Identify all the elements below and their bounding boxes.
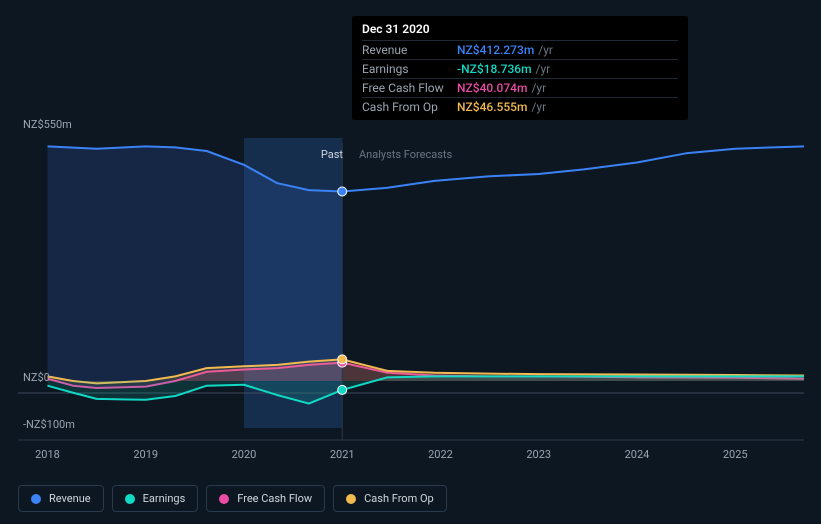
- y-axis-label: -NZ$100m: [23, 418, 75, 431]
- tooltip-suffix: /yr: [536, 62, 551, 76]
- tooltip-metric: Revenue: [362, 43, 457, 57]
- legend-item-cfo[interactable]: Cash From Op: [333, 485, 447, 512]
- tooltip-value: -NZ$18.736m: [457, 62, 532, 76]
- x-axis-label: 2023: [526, 448, 551, 461]
- legend-swatch: [219, 494, 229, 504]
- tooltip-suffix: /yr: [531, 100, 546, 114]
- y-axis-label: NZ$0: [23, 371, 50, 384]
- tooltip-row: Cash From OpNZ$46.555m/yr: [362, 97, 678, 116]
- chart-tooltip: Dec 31 2020 RevenueNZ$412.273m/yrEarning…: [352, 16, 688, 120]
- legend-swatch: [125, 494, 135, 504]
- x-axis-label: 2018: [35, 448, 60, 461]
- tooltip-value: NZ$412.273m: [457, 43, 534, 57]
- tooltip-suffix: /yr: [538, 43, 553, 57]
- tooltip-value: NZ$40.074m: [457, 81, 527, 95]
- x-axis-label: 2020: [232, 448, 257, 461]
- x-axis-label: 2022: [428, 448, 453, 461]
- x-axis-label: 2025: [723, 448, 748, 461]
- tooltip-date: Dec 31 2020: [362, 22, 678, 40]
- tooltip-metric: Earnings: [362, 62, 457, 76]
- marker-earnings: [338, 386, 346, 394]
- forecast-label: Analysts Forecasts: [359, 148, 452, 161]
- tooltip-suffix: /yr: [531, 81, 546, 95]
- x-axis-label: 2021: [330, 448, 355, 461]
- legend-label: Free Cash Flow: [237, 492, 312, 505]
- tooltip-row: Free Cash FlowNZ$40.074m/yr: [362, 78, 678, 97]
- x-axis-label: 2024: [625, 448, 650, 461]
- legend-swatch: [346, 494, 356, 504]
- legend-item-fcf[interactable]: Free Cash Flow: [206, 485, 325, 512]
- x-axis-label: 2019: [133, 448, 158, 461]
- legend-item-revenue[interactable]: Revenue: [18, 485, 104, 512]
- legend-swatch: [31, 494, 41, 504]
- tooltip-value: NZ$46.555m: [457, 100, 527, 114]
- legend-label: Revenue: [49, 492, 91, 505]
- legend-label: Earnings: [143, 492, 186, 505]
- legend-item-earnings[interactable]: Earnings: [112, 485, 199, 512]
- tooltip-metric: Cash From Op: [362, 100, 457, 114]
- tooltip-metric: Free Cash Flow: [362, 81, 457, 95]
- past-label: Past: [321, 148, 343, 161]
- legend-label: Cash From Op: [364, 492, 434, 505]
- marker-cfo: [338, 355, 346, 363]
- chart-legend: Revenue Earnings Free Cash Flow Cash From O…: [18, 485, 447, 512]
- tooltip-row: Earnings-NZ$18.736m/yr: [362, 59, 678, 78]
- marker-revenue: [338, 187, 346, 195]
- tooltip-row: RevenueNZ$412.273m/yr: [362, 40, 678, 59]
- y-axis-label: NZ$550m: [23, 118, 72, 131]
